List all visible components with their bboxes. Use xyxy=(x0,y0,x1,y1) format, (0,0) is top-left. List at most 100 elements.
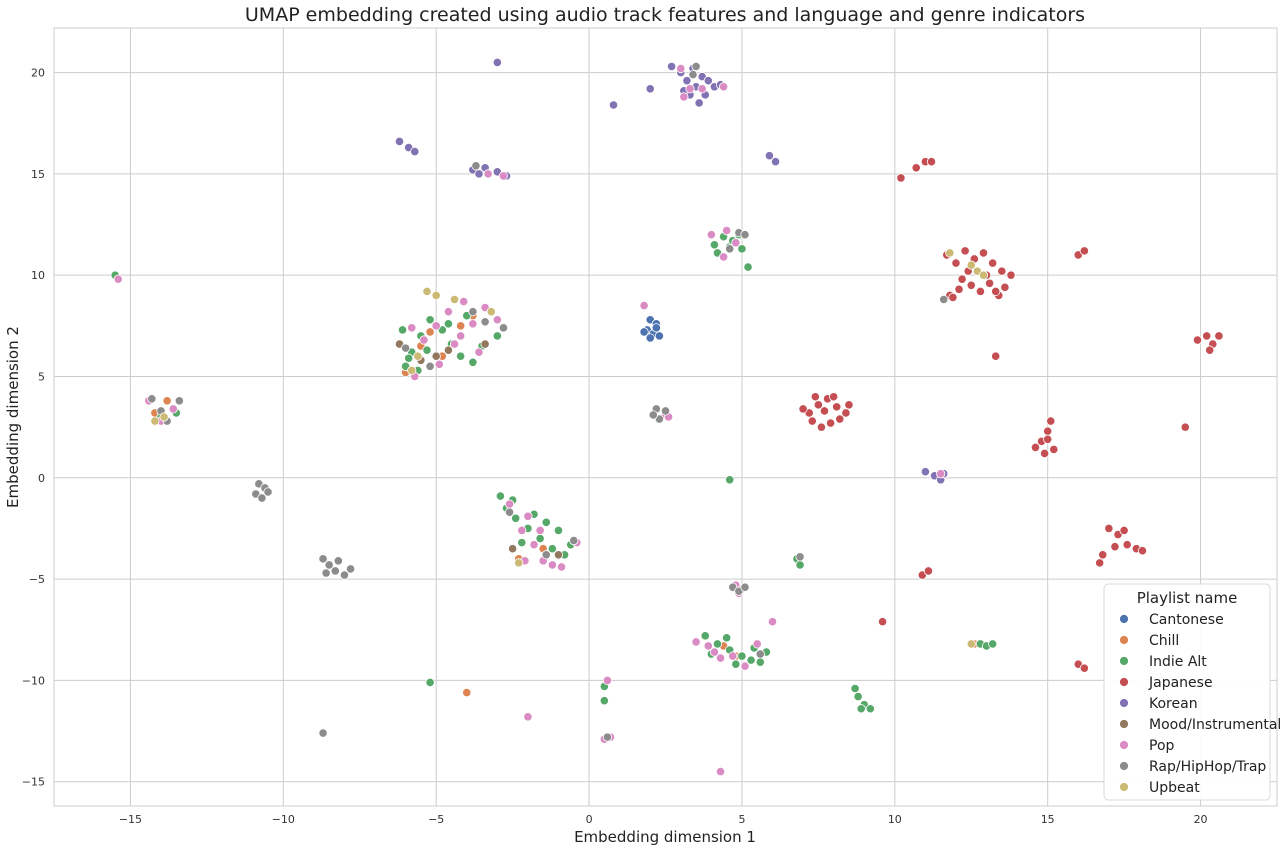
point-pop xyxy=(468,319,478,329)
point-pop xyxy=(449,339,460,349)
point-pop xyxy=(168,404,178,414)
point-pop xyxy=(474,347,484,357)
grid xyxy=(54,28,1277,806)
point-chill xyxy=(425,327,435,337)
point-pop xyxy=(718,252,729,262)
point-rap-hiphop-trap xyxy=(541,550,551,560)
point-pop xyxy=(715,653,726,663)
point-japanese xyxy=(1180,422,1190,432)
point-japanese xyxy=(1043,426,1053,436)
point-rap-hiphop-trap xyxy=(498,323,509,333)
point-pop xyxy=(529,540,539,550)
point-indie-alt xyxy=(865,704,875,714)
point-japanese xyxy=(1043,434,1053,444)
point-japanese xyxy=(1049,444,1059,455)
point-pop xyxy=(523,511,533,521)
point-japanese xyxy=(826,418,836,428)
x-tick-label: −5 xyxy=(428,813,444,826)
y-tick-label: −10 xyxy=(22,674,45,687)
point-pop xyxy=(431,321,441,331)
point-pop xyxy=(936,469,946,479)
point-indie-alt xyxy=(422,345,432,355)
point-japanese xyxy=(816,422,827,432)
point-upbeat xyxy=(978,270,989,280)
point-japanese xyxy=(911,163,921,173)
x-tick-label: 20 xyxy=(1194,813,1208,826)
point-rap-hiphop-trap xyxy=(333,556,343,566)
point-mood-instrumental xyxy=(431,351,441,361)
x-tick-label: −10 xyxy=(272,813,295,826)
point-pop xyxy=(434,359,444,369)
point-indie-alt xyxy=(425,315,435,325)
point-pop xyxy=(731,238,741,248)
point-rap-hiphop-trap xyxy=(318,728,328,738)
legend-label-cantonese: Cantonese xyxy=(1149,612,1224,628)
point-japanese xyxy=(991,286,1001,296)
legend-marker-indie-alt xyxy=(1119,656,1129,666)
y-axis-label: Embedding dimension 2 xyxy=(4,326,22,508)
point-upbeat xyxy=(422,286,432,296)
point-indie-alt xyxy=(755,657,765,667)
point-pop xyxy=(709,647,720,657)
legend-marker-cantonese xyxy=(1119,614,1129,624)
point-cantonese xyxy=(654,331,664,341)
point-upbeat xyxy=(431,290,441,301)
point-japanese xyxy=(813,400,823,410)
point-japanese xyxy=(984,278,995,288)
series-upbeat xyxy=(150,248,989,649)
point-pop xyxy=(517,525,527,536)
point-indie-alt xyxy=(737,244,747,254)
point-mood-instrumental xyxy=(553,550,564,560)
legend-label-rap-hiphop-trap: Rap/HipHop/Trap xyxy=(1149,759,1266,775)
point-rap-hiphop-trap xyxy=(321,568,331,578)
point-pop xyxy=(547,560,557,570)
legend-box xyxy=(1103,583,1271,801)
legend-label-mood-instrumental: Mood/Instrumental xyxy=(1149,717,1281,733)
point-japanese xyxy=(1205,345,1215,355)
legend-marker-rap-hiphop-trap xyxy=(1119,761,1129,771)
point-cantonese xyxy=(645,333,655,343)
point-pop xyxy=(703,641,713,651)
point-cantonese xyxy=(639,327,649,337)
point-indie-alt xyxy=(492,331,502,341)
point-indie-alt xyxy=(541,517,551,527)
point-japanese xyxy=(810,392,820,402)
x-axis-label: Embedding dimension 1 xyxy=(574,828,756,846)
point-indie-alt xyxy=(725,475,735,485)
point-pop xyxy=(492,315,502,325)
y-tick-label: 10 xyxy=(31,269,45,282)
point-indie-alt xyxy=(397,325,408,335)
point-upbeat xyxy=(514,558,524,568)
point-indie-alt xyxy=(700,631,710,641)
point-rap-hiphop-trap xyxy=(569,535,579,546)
point-japanese xyxy=(1214,331,1224,341)
point-pop xyxy=(691,637,701,647)
x-tick-label: 0 xyxy=(586,813,593,826)
x-tick-label: −15 xyxy=(119,813,142,826)
legend-marker-korean xyxy=(1119,698,1129,708)
point-rap-hiphop-trap xyxy=(345,564,356,574)
point-japanese xyxy=(966,280,976,290)
point-cantonese xyxy=(651,323,661,333)
point-japanese xyxy=(951,258,961,268)
point-japanese xyxy=(923,566,934,576)
chart-title: UMAP embedding created using audio track… xyxy=(245,4,1085,26)
point-pop xyxy=(706,230,716,240)
point-pop xyxy=(407,323,417,333)
point-japanese xyxy=(1192,335,1203,345)
x-tick-label: 10 xyxy=(888,813,902,826)
point-pop xyxy=(722,226,732,236)
point-japanese xyxy=(1095,558,1105,568)
point-rap-hiphop-trap xyxy=(401,343,411,353)
point-pop xyxy=(679,92,689,102)
legend-marker-mood-instrumental xyxy=(1119,719,1129,729)
point-japanese xyxy=(896,173,906,183)
x-tick-label: 5 xyxy=(738,813,745,826)
point-indie-alt xyxy=(553,525,564,536)
point-rap-hiphop-trap xyxy=(339,570,350,580)
point-mood-instrumental xyxy=(443,345,454,355)
legend-label-japanese: Japanese xyxy=(1148,675,1213,691)
series-japanese xyxy=(798,157,1224,673)
point-indie-alt xyxy=(737,651,747,661)
point-japanese xyxy=(1104,523,1114,534)
